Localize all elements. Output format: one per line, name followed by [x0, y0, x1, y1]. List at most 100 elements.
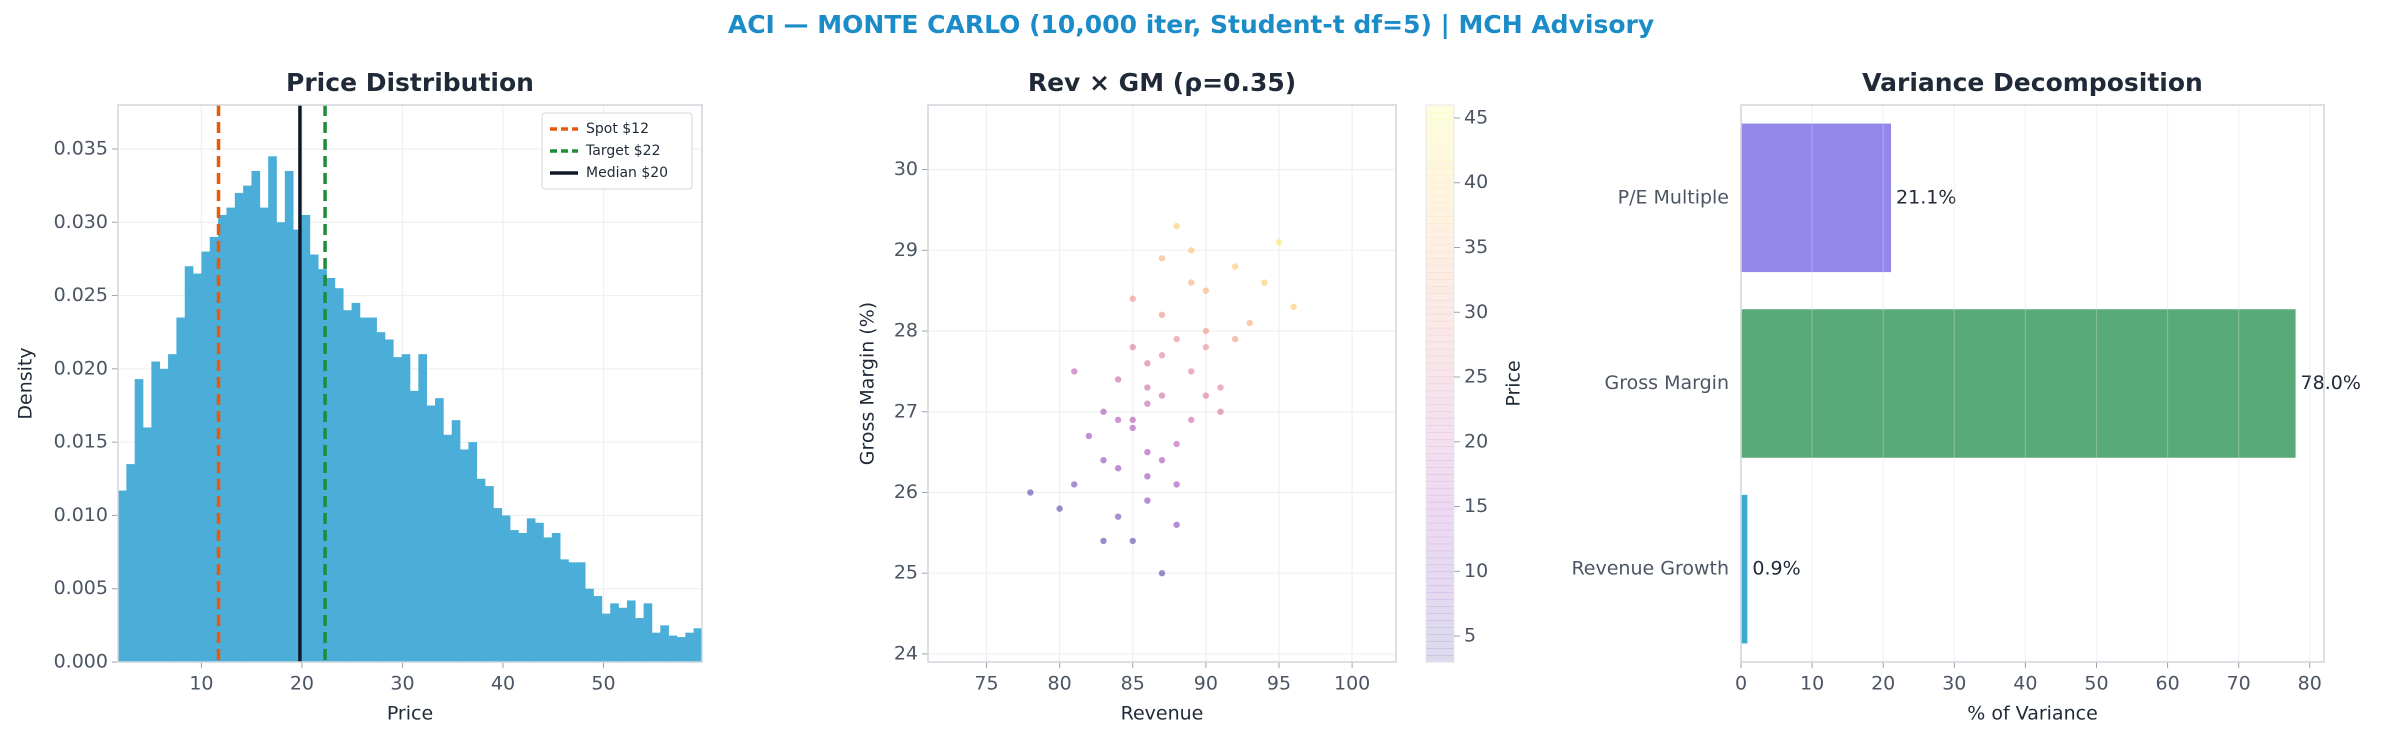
y-tick-label: 24: [894, 642, 918, 664]
scatter-point: [1202, 287, 1210, 294]
colorbar-cell: [1426, 543, 1454, 552]
bar: [1741, 494, 1748, 644]
colorbar-cell: [1426, 313, 1454, 322]
scatter-point: [1144, 400, 1151, 407]
histogram-bar: [451, 420, 461, 662]
histogram-bar: [268, 156, 277, 663]
scatter-point: [1085, 432, 1093, 440]
colorbar-cell: [1426, 599, 1454, 607]
y-tick-label: 0.035: [54, 137, 108, 159]
colorbar-cell: [1426, 439, 1454, 447]
colorbar-tick-label: 10: [1464, 560, 1488, 582]
histogram-bar: [259, 207, 269, 662]
y-tick-label: 0.025: [54, 284, 108, 306]
colorbar-tick-label: 35: [1464, 236, 1488, 258]
axes-title: Rev × GM (ρ=0.35): [1028, 68, 1296, 97]
scatter-point: [1129, 424, 1136, 432]
histogram-bar: [134, 379, 144, 662]
y-tick-label: 30: [894, 158, 918, 180]
colorbar-cell: [1426, 627, 1454, 635]
colorbar-cell: [1426, 418, 1454, 426]
scatter-point: [1173, 335, 1180, 343]
colorbar-cell: [1426, 376, 1454, 385]
histogram-bar: [393, 357, 402, 662]
colorbar-cell: [1426, 411, 1454, 419]
colorbar-cell: [1426, 111, 1454, 120]
histogram-bar: [660, 625, 669, 662]
scatter-point: [1158, 570, 1166, 577]
legend-box: [541, 112, 693, 190]
histogram-bar: [410, 390, 419, 662]
scatter-point: [1027, 489, 1034, 496]
colorbar-cell: [1426, 460, 1454, 468]
histogram-bar: [485, 486, 494, 662]
colorbar-cell: [1426, 404, 1454, 412]
colorbar-tick-label: 25: [1464, 366, 1488, 388]
histogram-bar: [318, 269, 327, 662]
x-tick-label: 60: [2155, 673, 2179, 695]
bar: [1741, 123, 1892, 273]
histogram-bar: [443, 434, 453, 662]
colorbar-cell: [1426, 292, 1454, 301]
axes-title: Price Distribution: [286, 68, 534, 97]
scatter-point: [1144, 473, 1151, 480]
colorbar-cell: [1426, 578, 1454, 587]
scatter-point: [1114, 416, 1122, 424]
scatter-point: [1188, 416, 1195, 424]
histogram-bar: [526, 518, 536, 662]
x-tick-label: 50: [2084, 673, 2108, 695]
scatter-point: [1144, 384, 1151, 391]
x-tick-label: 75: [974, 673, 998, 695]
histogram-bar: [476, 478, 486, 662]
scatter-point: [1100, 408, 1107, 415]
histogram-bar: [460, 449, 469, 662]
histogram-bar: [234, 192, 244, 662]
colorbar-cell: [1426, 237, 1454, 245]
colorbar-cell: [1426, 480, 1454, 489]
x-tick-label: 30: [1942, 673, 1966, 695]
x-tick-label: 20: [1871, 673, 1895, 695]
colorbar-cell: [1426, 146, 1454, 155]
histogram-bar: [334, 288, 344, 662]
colorbar-cell: [1426, 529, 1454, 538]
histogram-bar: [384, 339, 394, 662]
value-label: 0.9%: [1752, 558, 1800, 580]
histogram-bar: [301, 214, 311, 662]
colorbar-cell: [1426, 105, 1454, 113]
scatter-point: [1129, 537, 1136, 545]
histogram-bar: [543, 537, 553, 662]
histogram-bar: [176, 317, 186, 662]
colorbar-cell: [1426, 571, 1454, 580]
colorbar-cell: [1426, 132, 1454, 141]
y-axis-label: Gross Margin (%): [857, 302, 879, 465]
x-tick-label: 0: [1735, 673, 1747, 695]
axes-frame: [927, 104, 1397, 663]
histogram-bar: [668, 635, 678, 662]
y-axis-label: Density: [15, 347, 37, 419]
colorbar-tick-label: 5: [1464, 625, 1476, 647]
scatter-point: [1217, 408, 1224, 415]
colorbar-cell: [1426, 432, 1454, 440]
colorbar-cell: [1426, 327, 1454, 336]
y-tick-label: 28: [894, 320, 918, 342]
colorbar-cell: [1426, 355, 1454, 364]
colorbar-cell: [1426, 188, 1454, 197]
colorbar-cell: [1426, 306, 1454, 315]
histogram-bar: [168, 354, 177, 662]
colorbar-cell: [1426, 592, 1454, 600]
colorbar-cell: [1426, 265, 1454, 273]
colorbar-cell: [1426, 209, 1454, 217]
histogram-bar: [293, 229, 302, 662]
scatter-point: [1173, 440, 1180, 448]
scatter-point: [1071, 481, 1078, 488]
histogram-bar: [551, 533, 561, 662]
y-tick-label: 0.030: [54, 211, 108, 233]
colorbar-label: Price: [1503, 360, 1525, 406]
suptitle: ACI — MONTE CARLO (10,000 iter, Student-…: [728, 10, 1654, 39]
histogram-bar: [510, 530, 519, 662]
scatter-point: [1158, 255, 1166, 262]
histogram-bar: [368, 317, 377, 662]
colorbar-cell: [1426, 334, 1454, 343]
histogram-bar: [243, 185, 252, 663]
